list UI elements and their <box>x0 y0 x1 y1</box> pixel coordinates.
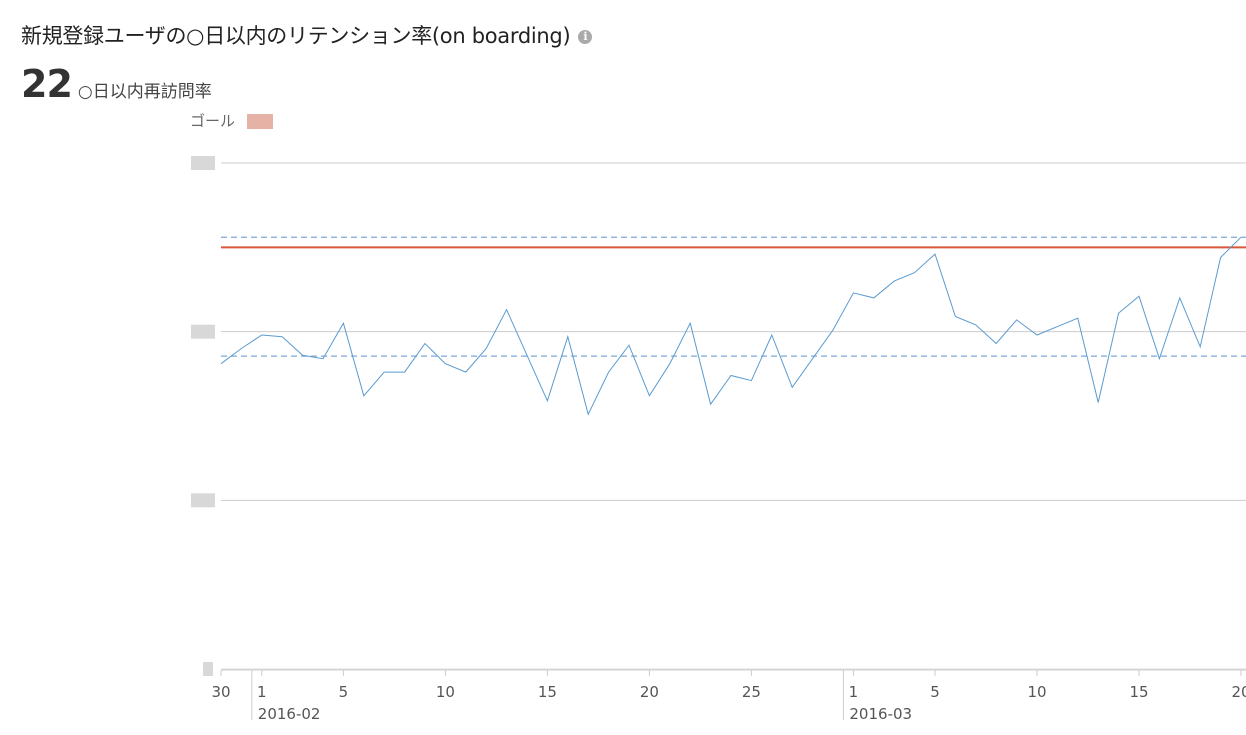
y-tick-label-obscured <box>203 662 213 676</box>
x-tick-label: 25 <box>742 683 761 701</box>
x-tick-label: 10 <box>436 683 455 701</box>
x-tick-label: 15 <box>538 683 557 701</box>
chart-title: 新規登録ユーザの○日以内のリテンション率(on boarding) i <box>21 20 593 50</box>
x-tick-label: 20 <box>640 683 659 701</box>
x-tick-label: 5 <box>930 683 940 701</box>
y-tick-label-obscured <box>191 156 215 170</box>
y-tick-label-obscured <box>191 324 215 339</box>
info-icon[interactable]: i <box>578 30 593 44</box>
kpi: 22 ○日以内再訪問率 <box>21 62 212 106</box>
x-tick-label: 1 <box>257 683 267 701</box>
series-line <box>220 236 1242 416</box>
y-tick-label-obscured <box>191 493 215 508</box>
month-label: 2016-02 <box>258 705 321 723</box>
x-tick-label: 15 <box>1129 683 1148 701</box>
x-tick-label: 30 <box>211 683 230 701</box>
x-tick-label: 1 <box>849 683 859 701</box>
month-label: 2016-03 <box>849 705 912 723</box>
x-tick-label: 5 <box>339 683 349 701</box>
x-tick-label: 10 <box>1027 683 1046 701</box>
kpi-label: ○日以内再訪問率 <box>77 82 212 102</box>
x-tick-label: 20 <box>1231 683 1246 701</box>
goal-value-obscured <box>247 114 273 129</box>
goal-label: ゴール <box>190 112 235 130</box>
kpi-value: 22 <box>21 62 73 106</box>
